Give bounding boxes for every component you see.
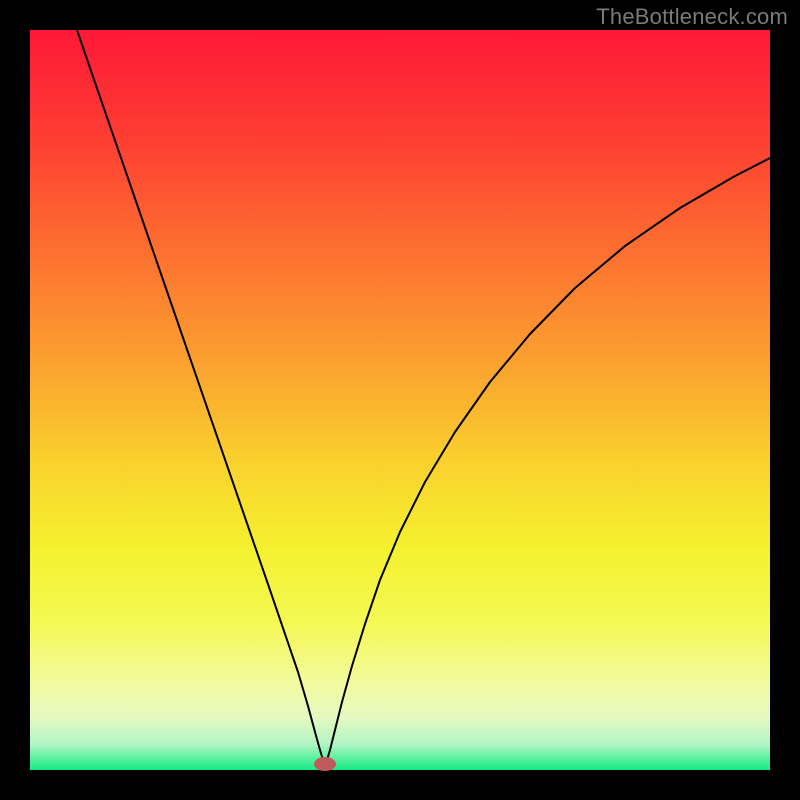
bottleneck-chart bbox=[0, 0, 800, 800]
plot-background bbox=[30, 30, 770, 770]
chart-container: TheBottleneck.com bbox=[0, 0, 800, 800]
optimal-point-marker bbox=[314, 757, 336, 771]
watermark-text: TheBottleneck.com bbox=[596, 4, 788, 30]
